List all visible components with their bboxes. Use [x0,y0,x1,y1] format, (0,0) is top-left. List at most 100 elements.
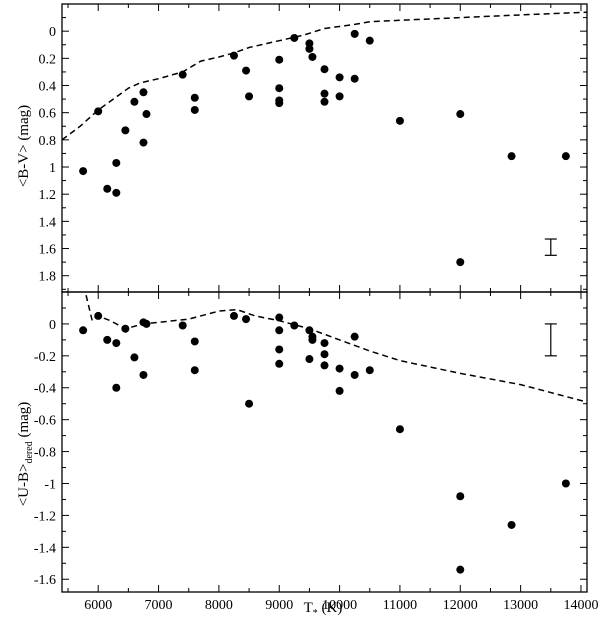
x-tick-label: 13000 [503,598,538,613]
data-point [305,355,314,364]
data-point [456,110,465,119]
data-point [121,126,130,135]
data-point [190,337,199,346]
data-point [103,184,112,193]
data-point [335,92,344,101]
x-tick-label: 6000 [84,598,112,613]
data-point [308,335,317,344]
y-tick-label: 1.2 [39,188,57,203]
y-tick-label: 0.4 [39,80,57,95]
data-point [350,29,359,38]
data-point [305,326,314,335]
y-tick-label: -1.2 [34,509,56,524]
data-point [94,311,103,320]
data-point [178,70,187,79]
data-point [561,479,570,488]
data-point [320,65,329,74]
data-point [112,383,121,392]
data-point [320,339,329,348]
bottom-y-axis-label-main: <U-B> [16,464,32,507]
data-point [130,353,139,362]
data-point [275,359,284,368]
data-point [335,364,344,373]
y-tick-label: -1.4 [34,541,56,556]
top-panel: 0 0.2 0.4 0.6 0.8 1 1.2 1.4 1.6 1.8 [39,3,588,293]
y-tick-label: 0.2 [39,52,57,67]
x-tick-label: 11000 [383,598,417,613]
data-point [395,425,404,434]
data-point [121,324,130,333]
data-point [275,326,284,335]
data-point [305,44,314,53]
data-point [456,492,465,501]
y-tick-label: -1 [44,477,56,492]
y-tick-label: 1.4 [39,215,57,230]
data-point [507,520,516,529]
y-tick-label: 0 [49,318,56,333]
data-point [350,370,359,379]
data-point [139,88,148,97]
data-point [275,55,284,64]
data-point [275,313,284,322]
data-point [139,138,148,147]
data-point [242,315,251,324]
bottom-y-axis-label: <U-B>dered (mag) [16,402,35,507]
data-point [142,319,151,328]
data-point [79,326,88,335]
data-point [275,84,284,93]
data-point [320,89,329,98]
y-tick-label: 1 [49,161,56,176]
data-point [79,167,88,176]
x-axis-label: T* (K) [304,600,343,619]
data-point [142,110,151,119]
data-point [365,366,374,375]
x-tick-label: 10000 [322,598,357,613]
model-curve [61,11,588,141]
top-y-axis-label: <B-V> (mag) [16,105,32,187]
x-axis-label-unit: (K) [318,600,343,616]
y-tick-label: -0.2 [34,350,56,365]
y-tick-label: -1.6 [34,573,56,588]
plot-frame [61,3,588,293]
data-point [94,107,103,116]
data-point [456,258,465,267]
data-point [139,370,148,379]
model-curve [85,295,588,403]
data-point [507,152,516,161]
data-point [112,188,121,197]
y-tick-label: 1.6 [39,243,57,258]
data-point [350,332,359,341]
data-point [229,311,238,320]
data-point [320,97,329,106]
data-point [290,321,299,330]
error-bar [544,238,557,256]
x-tick-label: 9000 [265,598,293,613]
y-tick-label: 1.8 [39,270,57,285]
x-tick-label: 14000 [563,598,598,613]
data-point [112,158,121,167]
y-tick-label: 0 [49,25,56,40]
data-point [350,74,359,83]
data-point [456,565,465,574]
x-axis-label-main: T [304,600,313,616]
plot-frame [61,291,588,593]
x-tick-label: 7000 [145,598,173,613]
data-point [275,345,284,354]
y-tick-label: 0.8 [39,134,57,149]
data-point [395,116,404,125]
data-point [320,361,329,370]
data-point [130,97,139,106]
data-point [103,335,112,344]
data-point [190,105,199,114]
data-point [320,350,329,359]
data-point [245,92,254,101]
data-point [365,36,374,45]
bottom-y-axis-label-unit: (mag) [16,402,32,442]
bottom-y-axis-label-sub: dered [24,441,35,463]
data-point [190,366,199,375]
data-point [335,386,344,395]
data-point [112,339,121,348]
data-point [190,93,199,102]
x-axis-label-sub: * [313,608,318,619]
y-tick-label: -0.4 [34,382,56,397]
